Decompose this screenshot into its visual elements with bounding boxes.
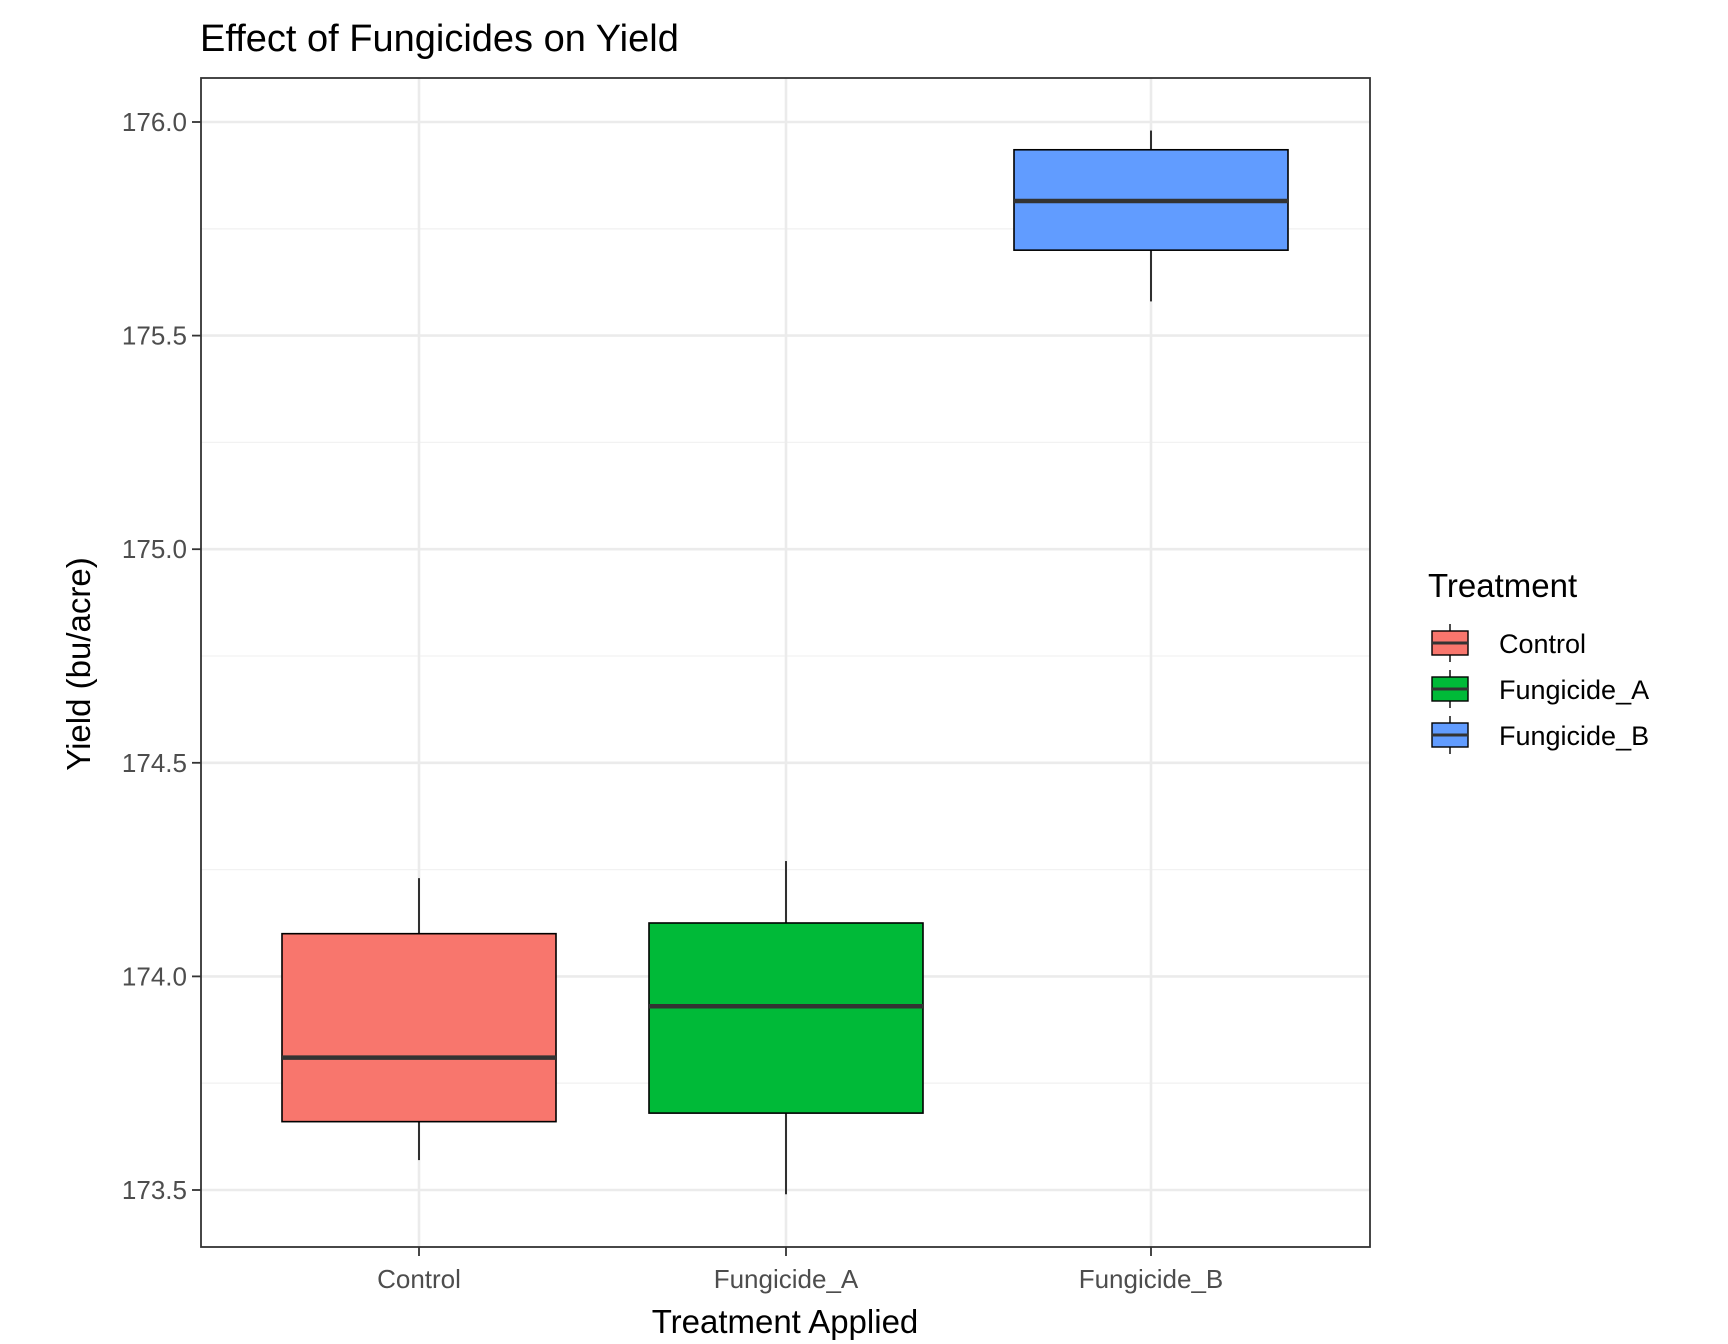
y-tick-label: 174.5 (122, 748, 187, 778)
legend-entry-fungicide-a: Fungicide_A (1431, 670, 1649, 708)
box-control (281, 878, 557, 1161)
y-tick-label: 176.0 (122, 107, 187, 137)
x-tick-label: Fungicide_B (1079, 1264, 1224, 1294)
legend-entry-fungicide-b: Fungicide_B (1431, 716, 1649, 754)
box-fungicide-a (648, 861, 924, 1195)
legend: Treatment Control Fungicide_A Fungicide_B (1428, 567, 1649, 754)
y-tick-label: 173.5 (122, 1175, 187, 1205)
x-axis-title: Treatment Applied (652, 1303, 919, 1340)
y-tick-label: 175.0 (122, 534, 187, 564)
box-fungicide-b (1013, 130, 1289, 302)
plot-panel (200, 77, 1371, 1248)
x-tick-label: Fungicide_A (714, 1264, 859, 1294)
chart-title: Effect of Fungicides on Yield (200, 18, 679, 60)
box-body (281, 932, 557, 1123)
x-tick-label: Control (377, 1264, 461, 1294)
y-tick-label: 174.0 (122, 961, 187, 991)
y-axis-ticks: 173.5 174.0 174.5 175.0 175.5 176.0 (122, 107, 201, 1205)
y-tick-label: 175.5 (122, 321, 187, 351)
legend-entry-control: Control (1431, 624, 1586, 662)
y-axis-title: Yield (bu/acre) (60, 557, 97, 770)
legend-title: Treatment (1428, 567, 1577, 604)
legend-label: Fungicide_B (1499, 721, 1649, 751)
box-body (648, 922, 924, 1114)
legend-label: Control (1499, 629, 1586, 659)
legend-label: Fungicide_A (1499, 675, 1649, 705)
x-axis-ticks: Control Fungicide_A Fungicide_B (377, 1247, 1223, 1294)
